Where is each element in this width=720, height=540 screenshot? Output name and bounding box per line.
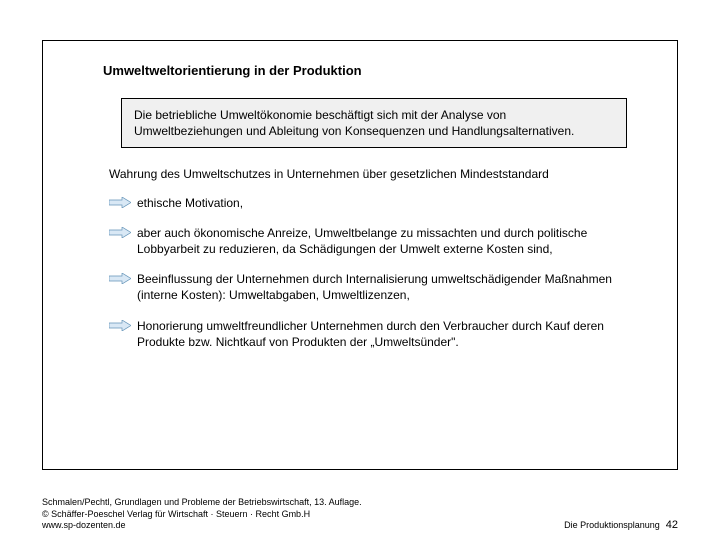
definition-box: Die betriebliche Umweltökonomie beschäft… xyxy=(121,98,627,148)
bullet-text: ethische Motivation, xyxy=(137,195,627,211)
footer-line: © Schäffer-Poeschel Verlag für Wirtschaf… xyxy=(42,509,362,521)
list-item: Beeinflussung der Unternehmen durch Inte… xyxy=(109,271,627,303)
bullet-text: aber auch ökonomische Anreize, Umweltbel… xyxy=(137,225,627,257)
footer-line: Schmalen/Pechtl, Grundlagen und Probleme… xyxy=(42,497,362,509)
slide-frame: Umweltweltorientierung in der Produktion… xyxy=(42,40,678,470)
arrow-icon xyxy=(109,225,137,238)
intro-text: Wahrung des Umweltschutzes in Unternehme… xyxy=(109,166,627,182)
page-number: 42 xyxy=(666,518,678,532)
section-label: Die Produktionsplanung xyxy=(564,520,660,532)
list-item: aber auch ökonomische Anreize, Umweltbel… xyxy=(109,225,627,257)
footer-line: www.sp-dozenten.de xyxy=(42,520,362,532)
footer-section: Die Produktionsplanung 42 xyxy=(564,518,678,532)
arrow-icon xyxy=(109,195,137,208)
arrow-icon xyxy=(109,271,137,284)
bullet-text: Honorierung umweltfreundlicher Unternehm… xyxy=(137,318,627,350)
slide-footer: Schmalen/Pechtl, Grundlagen und Probleme… xyxy=(42,497,678,532)
bullet-text: Beeinflussung der Unternehmen durch Inte… xyxy=(137,271,627,303)
arrow-icon xyxy=(109,318,137,331)
list-item: Honorierung umweltfreundlicher Unternehm… xyxy=(109,318,627,350)
bullet-list: ethische Motivation, aber auch ökonomisc… xyxy=(109,195,627,350)
list-item: ethische Motivation, xyxy=(109,195,627,211)
footer-attribution: Schmalen/Pechtl, Grundlagen und Probleme… xyxy=(42,497,362,532)
slide-title: Umweltweltorientierung in der Produktion xyxy=(103,63,627,78)
